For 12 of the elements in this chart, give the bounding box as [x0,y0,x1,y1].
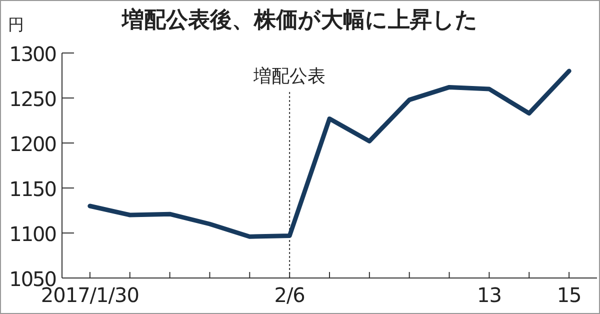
y-tick-label: 1150 [9,177,56,201]
x-tick-label: 13 [476,283,502,307]
y-tick-label: 1250 [9,87,56,111]
y-tick-label: 1100 [9,222,56,246]
x-tick-label: 2/6 [274,283,305,307]
y-axis-title: 円 [8,15,24,34]
y-tick-label: 1300 [9,42,56,66]
chart-title: 増配公表後、株価が大幅に上昇した [121,7,478,33]
ref-line-label: 増配公表 [252,66,326,87]
line-series [88,68,572,239]
x-tick-label: 15 [556,283,582,307]
y-tick-label: 1200 [9,132,56,156]
